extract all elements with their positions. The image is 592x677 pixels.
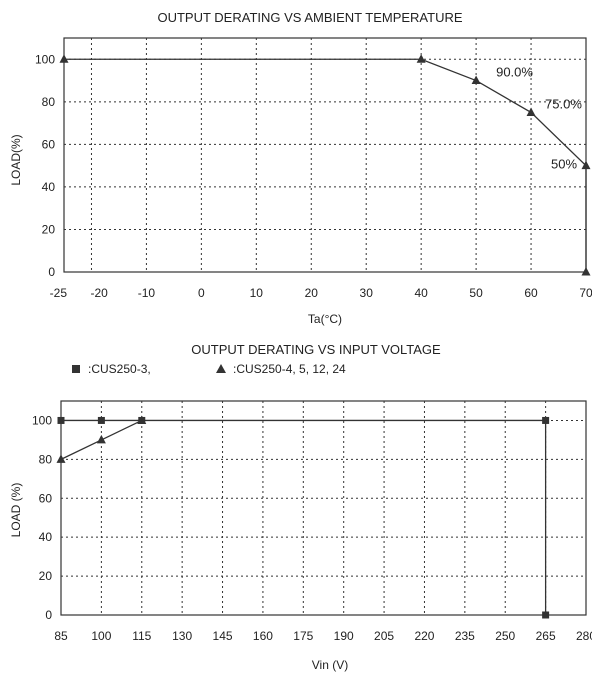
x-tick-label: 100 <box>91 629 111 643</box>
y-tick-label: 100 <box>35 52 55 66</box>
x-tick-label: 175 <box>293 629 313 643</box>
legend-square-marker <box>72 365 80 373</box>
y-tick-label: 80 <box>42 95 56 109</box>
triangle-data-point <box>56 454 66 463</box>
chart1-annotations: 90.0% 75.0% 50% <box>496 65 582 172</box>
x-tick-label: -20 <box>90 286 108 300</box>
chart2-legend: :CUS250-3, :CUS250-4, 5, 12, 24 <box>72 362 346 376</box>
voltage-derating-chart: OUTPUT DERATING VS INPUT VOLTAGE :CUS250… <box>9 342 592 672</box>
chart1-x-axis-label: Ta(°C) <box>308 312 342 326</box>
triangle-data-point <box>471 75 481 85</box>
x-tick-label: 70 <box>579 286 592 300</box>
series-line <box>64 58 587 272</box>
square-data-point <box>542 416 550 424</box>
x-tick-label: 30 <box>360 286 374 300</box>
chart2-grid <box>61 401 586 615</box>
y-tick-label: 100 <box>32 413 52 427</box>
chart1-y-axis-label: LOAD(%) <box>9 134 23 185</box>
triangle-data-point <box>526 107 536 116</box>
chart2-y-axis-label: LOAD (%) <box>9 483 23 538</box>
chart2-x-axis-label: Vin (V) <box>312 658 348 672</box>
chart1-series <box>59 54 591 276</box>
x-tick-label: 265 <box>536 629 556 643</box>
chart2-y-ticks: 0 20 40 60 80 100 <box>32 413 52 622</box>
chart2-x-ticks: 85 100 115 130 145 160 175 190 205 220 235 250 265 28… <box>54 629 592 643</box>
y-tick-label: 60 <box>42 137 56 151</box>
y-tick-label: 40 <box>39 530 53 544</box>
x-tick-label: 10 <box>250 286 264 300</box>
derating-annotation: 50% <box>551 157 577 172</box>
y-tick-label: 40 <box>42 180 56 194</box>
triangle-data-point <box>581 160 591 170</box>
derating-annotation: 90.0% <box>496 65 533 80</box>
chart1-plot-frame <box>63 37 587 273</box>
x-tick-label: 130 <box>172 629 192 643</box>
y-tick-label: 60 <box>39 491 53 505</box>
y-tick-label: 0 <box>45 608 52 622</box>
triangle-data-point <box>137 415 147 424</box>
legend-entry-cus250-4: :CUS250-4, 5, 12, 24 <box>233 362 346 376</box>
x-tick-label: 235 <box>455 629 475 643</box>
x-tick-label: 205 <box>374 629 394 643</box>
x-tick-label: 220 <box>414 629 434 643</box>
x-tick-label: 40 <box>414 286 428 300</box>
triangle-data-point <box>96 434 106 444</box>
x-tick-label: 115 <box>132 629 151 643</box>
y-tick-label: 80 <box>39 452 53 466</box>
temperature-derating-chart: OUTPUT DERATING VS AMBIENT TEMPERATURE 0… <box>9 10 592 326</box>
chart2-plot-frame <box>60 400 587 616</box>
triangle-data-point <box>59 54 69 63</box>
chart1-y-ticks: 0 20 40 60 80 100 <box>35 52 55 279</box>
y-tick-label: 20 <box>42 222 56 236</box>
chart1-x-ticks: -25 -20 -10 0 10 20 30 40 50 60 70 <box>50 286 592 300</box>
derating-annotation: 75.0% <box>545 96 582 111</box>
x-tick-label: -25 <box>50 286 68 300</box>
x-tick-label: 160 <box>253 629 273 643</box>
y-tick-label: 0 <box>48 265 55 279</box>
square-data-point <box>542 611 550 619</box>
triangle-data-point <box>581 267 591 276</box>
square-data-point <box>97 416 105 424</box>
x-tick-label: 50 <box>469 286 483 300</box>
legend-triangle-marker <box>216 364 226 373</box>
y-tick-label: 20 <box>39 569 53 583</box>
chart2-series <box>56 415 550 619</box>
x-tick-label: 0 <box>198 286 205 300</box>
triangle-data-point <box>416 54 426 63</box>
x-tick-label: 280 <box>576 629 592 643</box>
x-tick-label: 60 <box>524 286 538 300</box>
x-tick-label: 190 <box>334 629 354 643</box>
x-tick-label: 145 <box>213 629 233 643</box>
legend-entry-cus250-3: :CUS250-3, <box>88 362 151 376</box>
x-tick-label: 85 <box>54 629 68 643</box>
x-tick-label: 20 <box>305 286 319 300</box>
square-data-point <box>57 416 65 424</box>
x-tick-label: 250 <box>495 629 515 643</box>
x-tick-label: -10 <box>138 286 156 300</box>
chart1-title: OUTPUT DERATING VS AMBIENT TEMPERATURE <box>157 10 462 25</box>
chart2-title: OUTPUT DERATING VS INPUT VOLTAGE <box>191 342 441 357</box>
